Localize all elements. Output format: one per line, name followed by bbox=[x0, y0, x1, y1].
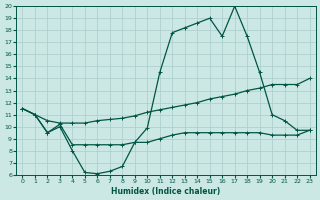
X-axis label: Humidex (Indice chaleur): Humidex (Indice chaleur) bbox=[111, 187, 221, 196]
